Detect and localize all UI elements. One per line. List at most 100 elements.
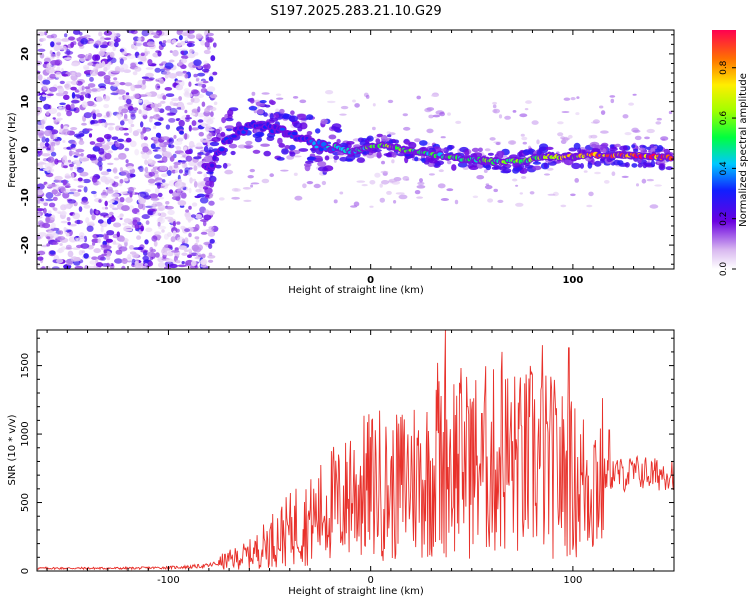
noise-blob bbox=[152, 114, 161, 120]
ridge-halo-blob bbox=[568, 147, 578, 152]
ridge-core-blob bbox=[227, 139, 231, 144]
noise-blob bbox=[133, 40, 137, 46]
noise-blob bbox=[193, 59, 202, 66]
background-blob bbox=[547, 193, 556, 196]
noise-blob bbox=[51, 189, 58, 195]
noise-blob bbox=[83, 204, 91, 209]
ridge-halo-blob bbox=[313, 155, 323, 162]
noise-blob bbox=[62, 191, 70, 199]
ridge-halo-blob bbox=[209, 141, 220, 147]
noise-blob bbox=[190, 214, 197, 218]
noise-blob bbox=[37, 213, 41, 217]
noise-blob bbox=[59, 80, 65, 85]
noise-blob bbox=[137, 99, 143, 103]
noise-blob bbox=[172, 220, 176, 227]
noise-blob bbox=[176, 42, 182, 47]
noise-blob bbox=[66, 217, 71, 221]
noise-blob bbox=[93, 61, 100, 65]
noise-blob bbox=[92, 54, 99, 61]
noise-blob bbox=[124, 82, 133, 87]
noise-blob bbox=[63, 33, 68, 38]
snr-y-tick-label: 1500 bbox=[20, 353, 31, 378]
noise-blob bbox=[188, 125, 192, 132]
noise-blob bbox=[204, 107, 210, 113]
noise-blob bbox=[168, 143, 172, 148]
spectrogram-y-axis-label: Frequency (Hz) bbox=[7, 112, 18, 188]
ridge-halo-blob bbox=[211, 137, 221, 142]
noise-blob bbox=[201, 253, 206, 259]
noise-blob bbox=[98, 87, 107, 91]
noise-blob bbox=[141, 30, 150, 37]
noise-blob bbox=[70, 256, 78, 262]
noise-blob bbox=[45, 198, 54, 202]
noise-blob bbox=[123, 132, 129, 136]
noise-blob bbox=[106, 168, 112, 172]
noise-blob bbox=[206, 118, 214, 125]
noise-blob bbox=[69, 166, 73, 171]
noise-blob bbox=[85, 73, 91, 77]
noise-blob bbox=[145, 67, 154, 70]
noise-blob bbox=[180, 64, 187, 69]
background-blob bbox=[590, 134, 598, 139]
noise-blob bbox=[147, 158, 153, 164]
noise-blob bbox=[174, 181, 183, 189]
ridge-halo-blob bbox=[602, 148, 607, 154]
noise-blob bbox=[193, 52, 199, 56]
noise-blob bbox=[88, 40, 95, 44]
noise-blob bbox=[159, 165, 168, 171]
noise-blob bbox=[64, 83, 70, 89]
noise-blob bbox=[51, 266, 60, 269]
noise-blob bbox=[126, 30, 136, 34]
noise-blob bbox=[129, 245, 134, 250]
noise-blob bbox=[39, 141, 45, 148]
ridge-halo-blob bbox=[464, 149, 470, 156]
noise-blob bbox=[75, 148, 85, 153]
noise-blob bbox=[63, 90, 69, 95]
ridge-halo-blob bbox=[276, 157, 285, 161]
ridge-halo-blob bbox=[665, 166, 674, 171]
noise-blob bbox=[97, 238, 102, 244]
noise-blob bbox=[50, 133, 55, 140]
noise-blob bbox=[151, 203, 157, 208]
ridge-halo-blob bbox=[222, 162, 228, 169]
noise-blob bbox=[128, 126, 133, 133]
noise-blob bbox=[137, 37, 142, 41]
noise-blob bbox=[97, 255, 105, 261]
spectrogram-y-tick-label: -10 bbox=[20, 188, 31, 206]
spectrogram-y-tick-label: -20 bbox=[20, 236, 31, 254]
noise-blob bbox=[139, 191, 149, 198]
noise-blob bbox=[43, 129, 53, 137]
noise-blob bbox=[154, 121, 162, 126]
noise-blob bbox=[191, 244, 199, 251]
noise-blob bbox=[148, 77, 155, 80]
background-blob bbox=[641, 178, 647, 184]
noise-blob bbox=[202, 80, 209, 84]
ridge-halo-blob bbox=[587, 162, 593, 169]
noise-blob bbox=[166, 112, 176, 116]
background-blob bbox=[487, 198, 494, 203]
noise-blob bbox=[91, 176, 98, 183]
noise-blob bbox=[53, 207, 58, 211]
background-blob bbox=[325, 90, 334, 95]
noise-blob bbox=[79, 31, 83, 36]
noise-blob bbox=[187, 34, 196, 39]
noise-blob bbox=[208, 117, 216, 120]
background-blob bbox=[432, 114, 441, 118]
noise-blob bbox=[175, 84, 184, 91]
colorbar: 0.0 0.2 0.4 0.6 0.8 Normalized spectral ampl… bbox=[712, 30, 749, 276]
noise-blob bbox=[184, 249, 189, 252]
ridge-core-blob bbox=[668, 156, 673, 161]
noise-blob bbox=[171, 196, 181, 201]
noise-blob bbox=[119, 191, 128, 194]
background-blob bbox=[372, 103, 376, 107]
background-blob bbox=[561, 111, 570, 113]
noise-blob bbox=[136, 235, 142, 240]
ridge-halo-blob bbox=[228, 143, 238, 149]
ridge-halo-blob bbox=[468, 165, 479, 170]
noise-blob bbox=[163, 182, 167, 186]
noise-blob bbox=[184, 109, 188, 114]
noise-blob bbox=[134, 148, 140, 156]
noise-blob bbox=[188, 169, 192, 177]
noise-blob bbox=[48, 202, 56, 208]
background-blob bbox=[242, 187, 251, 190]
